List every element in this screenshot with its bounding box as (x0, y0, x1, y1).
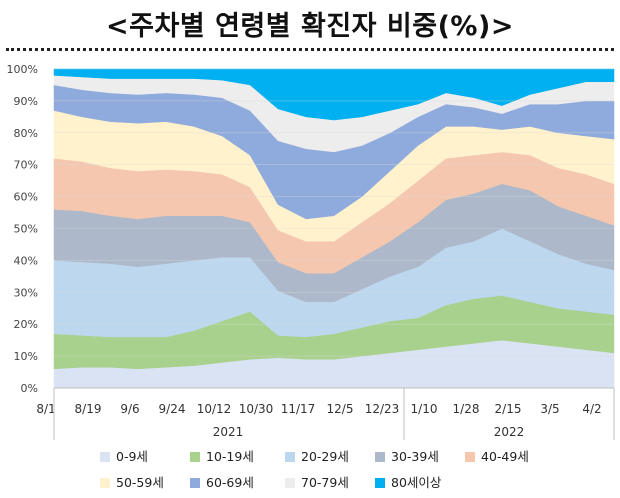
legend-item: 30-39세 (375, 446, 439, 465)
year-label: 2021 (213, 425, 244, 439)
legend-item: 0-9세 (100, 446, 148, 465)
legend-swatch (375, 478, 385, 488)
legend-label: 60-69세 (206, 475, 254, 490)
x-tick-label: 10/12 (197, 402, 232, 416)
legend-swatch (375, 452, 385, 462)
legend-label: 0-9세 (116, 449, 148, 464)
legend-swatch (100, 478, 110, 488)
chart-title: <주차별 연령별 확진자 비중(%)> (106, 11, 514, 42)
y-tick-label: 100% (7, 63, 38, 76)
legend-swatch (285, 478, 295, 488)
y-tick-label: 20% (14, 318, 38, 331)
y-tick-label: 50% (14, 223, 38, 236)
legend-item: 20-29세 (285, 446, 349, 465)
x-tick-label: 12/5 (327, 402, 354, 416)
legend-swatch (190, 478, 200, 488)
x-tick-label: 1/10 (411, 402, 438, 416)
y-tick-label: 0% (21, 382, 38, 395)
legend-item: 50-59세 (100, 472, 164, 491)
legend-item: 60-69세 (190, 472, 254, 491)
y-tick-label: 10% (14, 350, 38, 363)
x-tick-label: 2/15 (495, 402, 522, 416)
x-tick-label: 12/23 (365, 402, 400, 416)
title-divider (6, 48, 614, 51)
y-tick-label: 60% (14, 191, 38, 204)
x-tick-label: 4/2 (582, 402, 601, 416)
y-tick-label: 80% (14, 127, 38, 140)
x-tick-label: 1/28 (453, 402, 480, 416)
legend-swatch (285, 452, 295, 462)
legend-label: 40-49세 (481, 449, 529, 464)
y-tick-label: 40% (14, 254, 38, 267)
x-tick-label: 9/24 (159, 402, 186, 416)
legend-label: 70-79세 (301, 475, 349, 490)
y-tick-label: 70% (14, 159, 38, 172)
y-tick-label: 30% (14, 286, 38, 299)
legend-label: 50-59세 (116, 475, 164, 490)
x-tick-label: 9/6 (120, 402, 139, 416)
legend-label: 30-39세 (391, 449, 439, 464)
x-tick-label: 8/19 (75, 402, 102, 416)
legend-item: 80세이상 (375, 472, 441, 491)
legend-label: 20-29세 (301, 449, 349, 464)
x-tick-label: 10/30 (239, 402, 274, 416)
x-tick-label: 8/1 (36, 402, 55, 416)
legend-swatch (100, 452, 110, 462)
legend-swatch (465, 452, 475, 462)
legend-label: 80세이상 (391, 475, 442, 490)
legend-label: 10-19세 (206, 449, 254, 464)
legend-swatch (190, 452, 200, 462)
legend-item: 40-49세 (465, 446, 529, 465)
legend-item: 70-79세 (285, 472, 349, 491)
x-tick-label: 11/17 (281, 402, 316, 416)
legend-item: 10-19세 (190, 446, 254, 465)
year-label: 2022 (494, 425, 525, 439)
x-tick-label: 3/5 (540, 402, 559, 416)
y-tick-label: 90% (14, 95, 38, 108)
